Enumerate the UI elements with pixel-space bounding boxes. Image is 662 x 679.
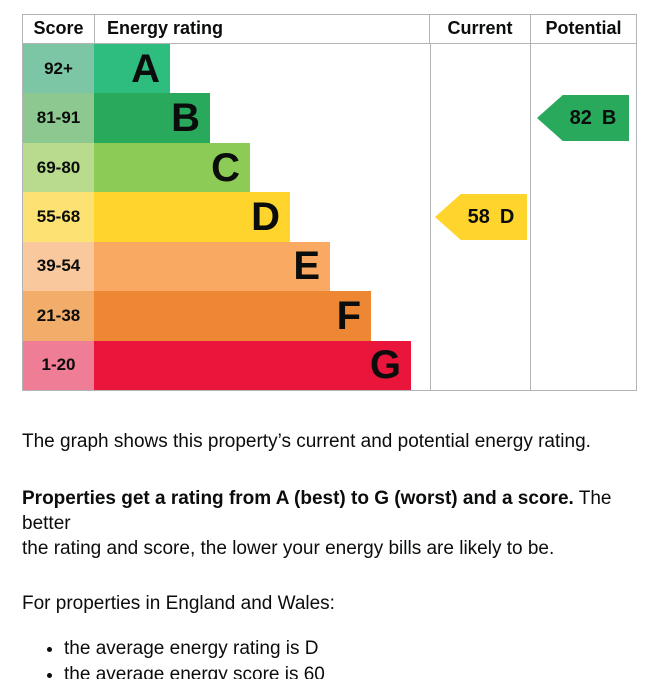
- rating-bands: 92+ A 81-91 B 69-80 C 55-68 D 39-54 E 21…: [23, 44, 636, 390]
- average-stats-list: the average energy rating is D the avera…: [22, 636, 644, 679]
- band-row-a: 92+ A: [23, 44, 636, 94]
- band-row-b: 81-91 B: [23, 93, 636, 143]
- rating-bar-c: C: [94, 142, 250, 193]
- average-rating-item: the average energy rating is D: [64, 636, 644, 662]
- current-score-value: 58: [467, 205, 490, 228]
- rating-bar-g: G: [94, 340, 411, 390]
- score-range-d: 55-68: [23, 192, 94, 242]
- potential-score-value: 82: [569, 106, 592, 129]
- chart-description-block: The graph shows this property’s current …: [22, 429, 644, 679]
- rating-bar-d: D: [94, 192, 290, 242]
- score-range-e: 39-54: [23, 241, 94, 292]
- score-range-c: 69-80: [23, 142, 94, 193]
- score-range-b: 81-91: [23, 93, 94, 143]
- band-row-d: 55-68 D: [23, 192, 636, 242]
- potential-column-divider: [530, 44, 531, 390]
- rating-bar-a: A: [94, 44, 170, 94]
- rating-explanation-bold: Properties get a rating from A (best) to…: [22, 488, 574, 509]
- chart-summary-text: The graph shows this property’s current …: [22, 431, 591, 452]
- rating-explanation-rest-line2: the rating and score, the lower your ene…: [22, 538, 555, 559]
- band-row-g: 1-20 G: [23, 340, 636, 390]
- score-range-g: 1-20: [23, 340, 94, 390]
- header-potential: Potential: [530, 15, 636, 43]
- score-range-f: 21-38: [23, 291, 94, 341]
- header-current: Current: [429, 15, 530, 43]
- band-row-e: 39-54 E: [23, 241, 636, 292]
- rating-explanation-rest-line1: The better: [22, 488, 612, 534]
- average-score-item: the average energy score is 60: [64, 662, 644, 679]
- current-column-divider: [430, 44, 431, 390]
- header-energy-rating: Energy rating: [107, 18, 224, 38]
- rating-bar-e: E: [94, 241, 330, 292]
- band-row-f: 21-38 F: [23, 291, 636, 341]
- current-rating-letter: D: [499, 205, 515, 228]
- england-wales-intro-text: For properties in England and Wales:: [22, 593, 335, 614]
- potential-rating-letter: B: [601, 106, 617, 129]
- band-row-c: 69-80 C: [23, 142, 636, 193]
- score-range-a: 92+: [23, 44, 94, 94]
- header-score: Score: [23, 15, 95, 43]
- rating-bar-f: F: [94, 291, 371, 341]
- chart-header-row: Score Energy rating Current Potential: [23, 15, 636, 44]
- rating-explanation-text: Properties get a rating from A (best) to…: [22, 486, 644, 561]
- epc-rating-chart: Score Energy rating Current Potential 92…: [22, 14, 637, 391]
- rating-bar-b: B: [94, 93, 210, 143]
